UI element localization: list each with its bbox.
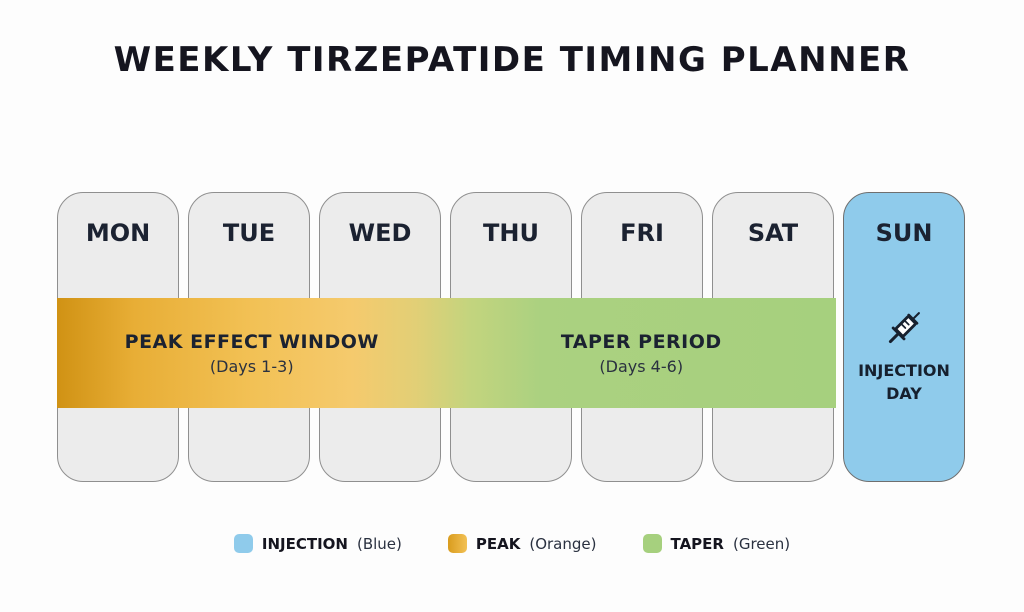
day-label: FRI — [620, 219, 664, 247]
day-label: SUN — [875, 219, 933, 247]
day-label: WED — [348, 219, 412, 247]
weekly-planner: MON TUE WED THU FRI SAT SUN — [57, 192, 967, 482]
taper-swatch — [642, 534, 662, 553]
day-label: MON — [85, 219, 151, 247]
legend-label: INJECTION — [261, 534, 348, 553]
peak-title: PEAK EFFECT WINDOW — [124, 330, 379, 353]
peak-subtitle: (Days 1-3) — [209, 356, 294, 376]
taper-period: TAPER PERIOD (Days 4-6) — [447, 298, 837, 408]
legend-item-peak: PEAK (Orange) — [447, 534, 597, 553]
peak-swatch — [447, 534, 467, 553]
taper-subtitle: (Days 4-6) — [599, 356, 684, 376]
legend-label: TAPER — [670, 534, 724, 553]
injection-day-content: INJECTION DAY — [844, 305, 964, 405]
injection-swatch — [233, 534, 253, 553]
legend-item-taper: TAPER (Green) — [642, 534, 791, 553]
taper-title: TAPER PERIOD — [560, 330, 722, 353]
day-label: TUE — [222, 219, 276, 247]
legend-note: (Orange) — [529, 534, 597, 553]
legend-item-injection: INJECTION (Blue) — [233, 534, 402, 553]
day-card-sun-injection: SUN INJECTION — [843, 192, 965, 482]
day-label: SAT — [747, 219, 799, 247]
legend-note: (Green) — [732, 534, 791, 553]
legend: INJECTION (Blue) PEAK (Orange) TAPER (Gr… — [0, 534, 1024, 553]
day-label: THU — [483, 219, 539, 247]
peak-effect-window: PEAK EFFECT WINDOW (Days 1-3) — [57, 298, 447, 408]
injection-day-caption: INJECTION DAY — [858, 361, 950, 404]
legend-label: PEAK — [475, 534, 521, 553]
timing-band: PEAK EFFECT WINDOW (Days 1-3) TAPER PERI… — [57, 298, 836, 408]
syringe-icon — [881, 305, 927, 351]
legend-note: (Blue) — [356, 534, 402, 553]
page-title: WEEKLY TIRZEPATIDE TIMING PLANNER — [113, 40, 911, 80]
